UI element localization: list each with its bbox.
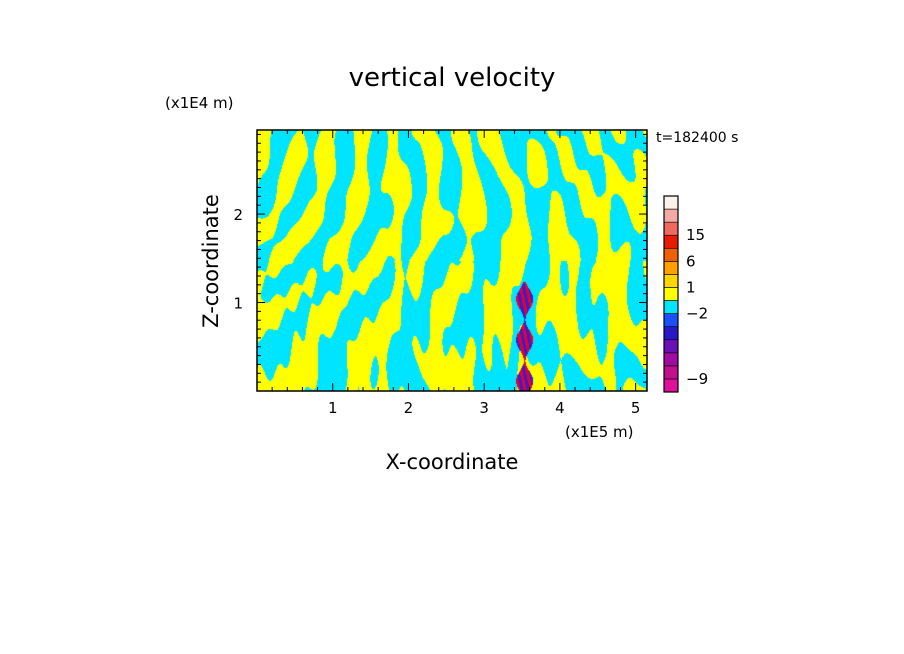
x-axis-ticks: 1 2 3 4 5 — [271, 130, 641, 417]
contour-field — [257, 130, 647, 391]
x-tick-label: 4 — [555, 399, 565, 417]
colorbar-level — [663, 287, 679, 301]
x-tick-label: 2 — [404, 399, 414, 417]
x-tick-label: 1 — [328, 399, 338, 417]
colorbar-label: 6 — [686, 252, 696, 270]
y-tick-label: 1 — [233, 295, 243, 313]
time-label: t=182400 s — [656, 130, 738, 146]
y-unit-label: (x1E4 m) — [165, 94, 234, 112]
y-axis-label: Z-coordinate — [199, 194, 223, 328]
colorbar-level — [663, 326, 679, 341]
colorbar-level — [663, 352, 679, 367]
colorbar-level — [663, 234, 679, 249]
colorbar-level — [663, 313, 679, 327]
colorbar-level — [663, 221, 679, 236]
colorbar: 15 6 1 −2 −9 — [663, 195, 708, 393]
chart-title: vertical velocity — [349, 63, 556, 93]
colorbar-label: 15 — [686, 226, 705, 244]
colorbar-level — [663, 339, 679, 354]
x-unit-label: (x1E5 m) — [565, 423, 634, 441]
colorbar-level — [663, 274, 679, 288]
y-tick-label: 2 — [233, 206, 243, 224]
colorbar-level — [663, 365, 679, 380]
colorbar-level — [663, 247, 679, 262]
colorbar-level — [663, 195, 679, 210]
colorbar-level — [663, 300, 679, 314]
colorbar-frame — [663, 195, 679, 393]
y-axis-ticks: 12 — [233, 133, 647, 383]
x-tick-label: 3 — [479, 399, 489, 417]
colorbar-label: 1 — [686, 278, 696, 296]
colorbar-level — [663, 208, 679, 223]
velocity-contours — [257, 130, 647, 391]
colorbar-label: −2 — [686, 305, 708, 323]
colorbar-level — [663, 261, 679, 275]
colorbar-level — [663, 378, 679, 393]
plot-frame — [256, 129, 648, 392]
x-tick-label: 5 — [631, 399, 641, 417]
colorbar-label: −9 — [686, 370, 708, 388]
x-axis-label: X-coordinate — [386, 450, 519, 474]
